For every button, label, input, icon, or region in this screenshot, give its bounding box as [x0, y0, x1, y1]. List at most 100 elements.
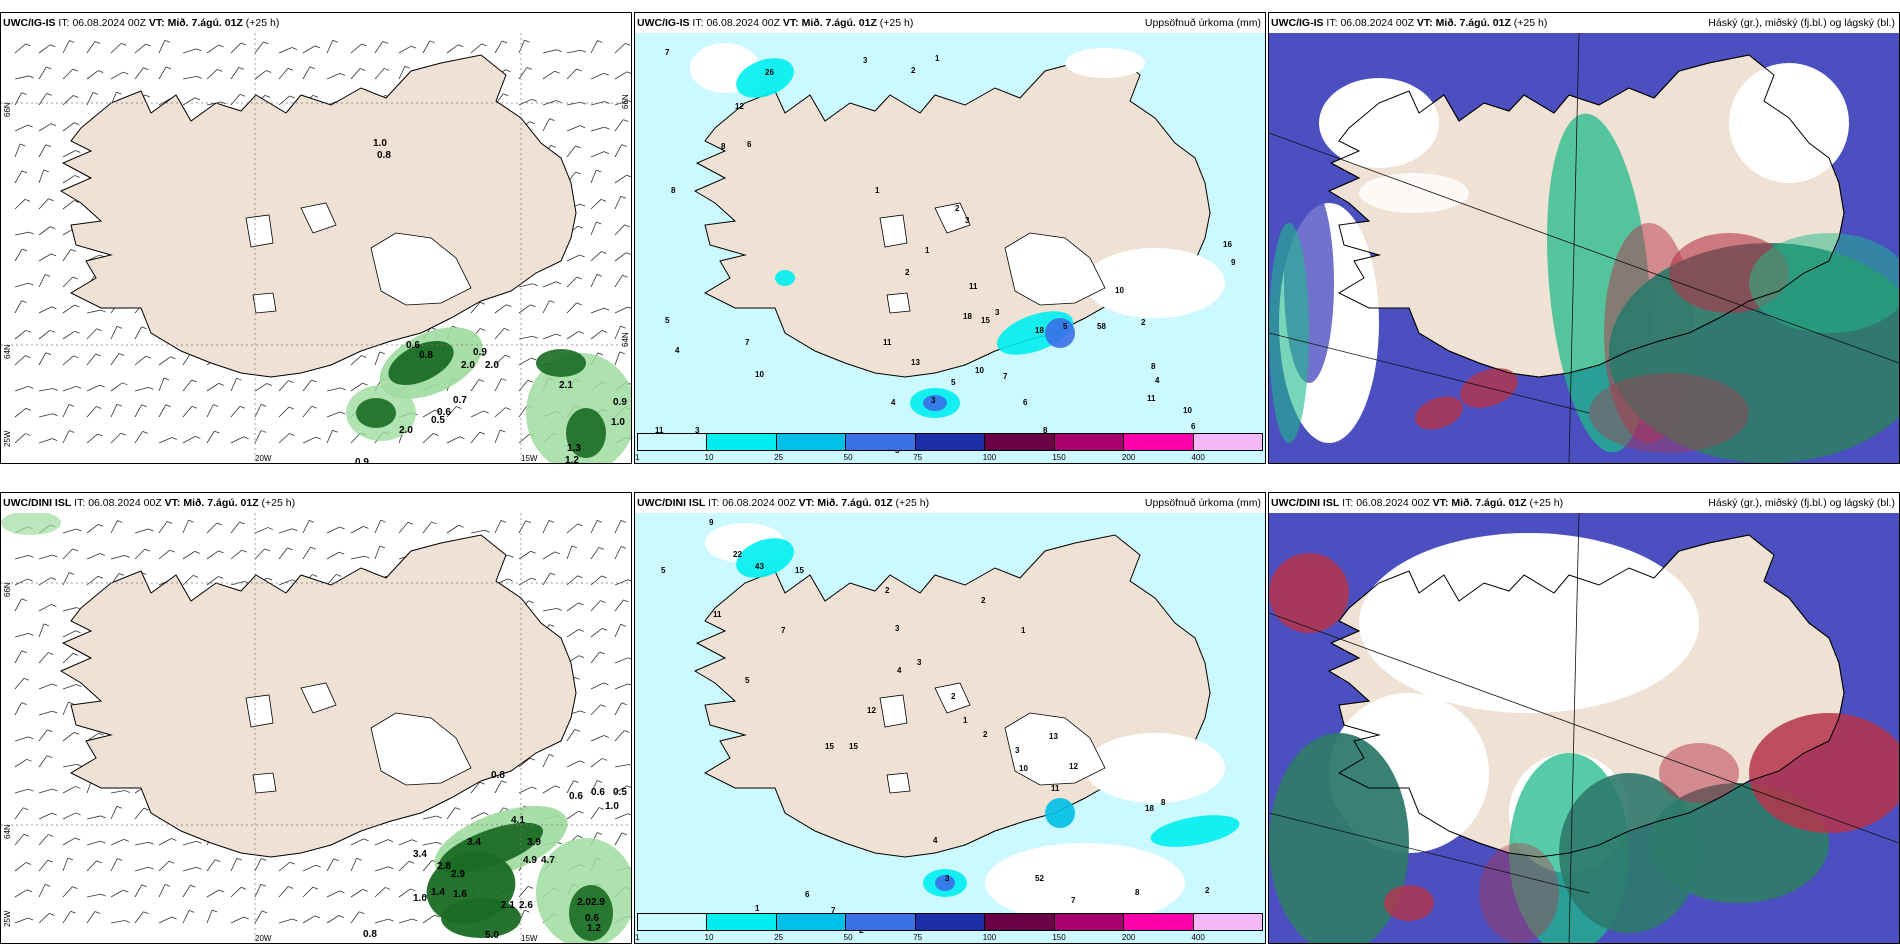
wind-barb	[278, 95, 290, 106]
wind-barb	[86, 328, 97, 340]
wind-barb	[566, 49, 581, 54]
wind-barb-flag	[575, 171, 581, 175]
wind-barb	[62, 150, 76, 158]
value-label: 15	[849, 742, 858, 751]
wind-barb	[446, 524, 459, 534]
wind-barb	[398, 839, 413, 846]
wind-barb-flag	[501, 780, 507, 784]
wind-barb	[398, 521, 409, 534]
wind-barb-flag	[527, 885, 534, 889]
wind-barb	[62, 249, 72, 262]
wind-barb	[182, 97, 196, 106]
wind-barb-flag	[339, 551, 345, 555]
wind-barb-flag	[580, 101, 586, 105]
wind-barb-flag	[141, 404, 147, 408]
wind-barb	[590, 151, 605, 158]
value-label: 0.8	[377, 150, 391, 161]
lat-label: 66N	[621, 94, 630, 109]
wind-barb	[38, 577, 52, 586]
colorbar-swatch	[1054, 914, 1125, 930]
wind-barb-flag	[21, 170, 28, 174]
wind-barb-flag	[69, 572, 75, 575]
wind-barb-flag	[47, 859, 54, 863]
glacier	[934, 202, 971, 234]
wind-barb	[422, 521, 432, 534]
lat-label: 64N	[621, 332, 630, 347]
wind-barb-flag	[143, 911, 149, 915]
wind-barb-flag	[69, 40, 75, 43]
wind-barb-flag	[76, 763, 82, 767]
wind-barb	[422, 815, 437, 820]
value-label: 11	[969, 282, 978, 291]
wind-barb-flag	[549, 624, 555, 627]
value-label: 0.8	[491, 770, 505, 781]
wind-barb	[62, 732, 75, 742]
wind-barb-flag	[100, 893, 106, 897]
wind-barb-flag	[627, 579, 631, 582]
wind-barb-flag	[217, 576, 224, 579]
wind-barb	[38, 683, 53, 690]
wind-barb	[278, 380, 289, 392]
wind-barb	[134, 404, 143, 418]
wind-barb-flag	[191, 405, 198, 409]
wind-barb	[158, 838, 172, 846]
wind-barb	[206, 383, 219, 392]
value-label: 4	[1155, 376, 1160, 385]
wind-barb	[566, 545, 573, 560]
wind-barb-flag	[556, 100, 562, 103]
wind-barb	[566, 629, 579, 638]
wind-barb	[326, 574, 337, 586]
wind-barb-flag	[532, 335, 538, 339]
wind-barb-flag	[143, 807, 150, 811]
wind-barb	[374, 351, 381, 366]
projection-line	[1269, 612, 1899, 844]
wind-barb-flag	[68, 701, 74, 705]
wind-barb	[566, 760, 580, 768]
wind-barb	[302, 520, 310, 534]
wind-barb-flag	[431, 521, 437, 525]
wind-barb	[230, 521, 240, 534]
wind-barb	[182, 405, 193, 418]
wind-barb-flag	[25, 407, 32, 411]
value-label: 52	[1035, 874, 1044, 883]
wind-barb	[14, 758, 27, 768]
wind-barb-flag	[577, 225, 584, 229]
wind-barb	[278, 67, 289, 80]
wind-barb-flag	[43, 169, 49, 173]
wind-barb	[38, 438, 53, 444]
wind-barb	[134, 431, 144, 444]
wind-barb	[38, 44, 51, 54]
wind-barb	[374, 866, 389, 872]
wind-barb-flag	[601, 251, 607, 254]
wind-barb	[566, 101, 581, 106]
wind-barb-flag	[580, 710, 586, 714]
wind-barb	[206, 522, 218, 534]
value-label: 2	[955, 204, 960, 213]
wind-barb	[206, 550, 219, 560]
wind-barb	[566, 145, 576, 158]
wind-barb	[590, 251, 602, 262]
field-shading	[1045, 318, 1075, 348]
wind-barb	[350, 858, 358, 872]
wind-barb-flag	[601, 758, 608, 761]
wind-barb-flag	[312, 886, 319, 890]
wind-barb-flag	[576, 302, 582, 306]
field-shading	[1479, 843, 1559, 943]
panel-clouds-ig-is: UWC/IG-IS IT: 06.08.2024 00Z VT: Mið. 7.…	[1268, 12, 1900, 464]
wind-barb-flag	[577, 523, 583, 527]
wind-barb	[158, 549, 171, 560]
wind-barb-flag	[483, 812, 489, 815]
field-shading	[985, 843, 1185, 923]
wind-barb-flag	[76, 528, 82, 532]
colorbar-swatch	[776, 914, 847, 930]
wind-barb-flag	[527, 379, 534, 383]
wind-barb-flag	[385, 887, 391, 890]
glacier	[886, 772, 911, 794]
wind-barb-flag	[124, 790, 130, 793]
wind-barb	[14, 248, 23, 262]
wind-barb	[38, 755, 48, 768]
wind-barb-flag	[216, 522, 222, 526]
value-label: 0.6	[591, 787, 605, 798]
value-label: 2	[911, 66, 916, 75]
wind-barb	[518, 886, 529, 898]
